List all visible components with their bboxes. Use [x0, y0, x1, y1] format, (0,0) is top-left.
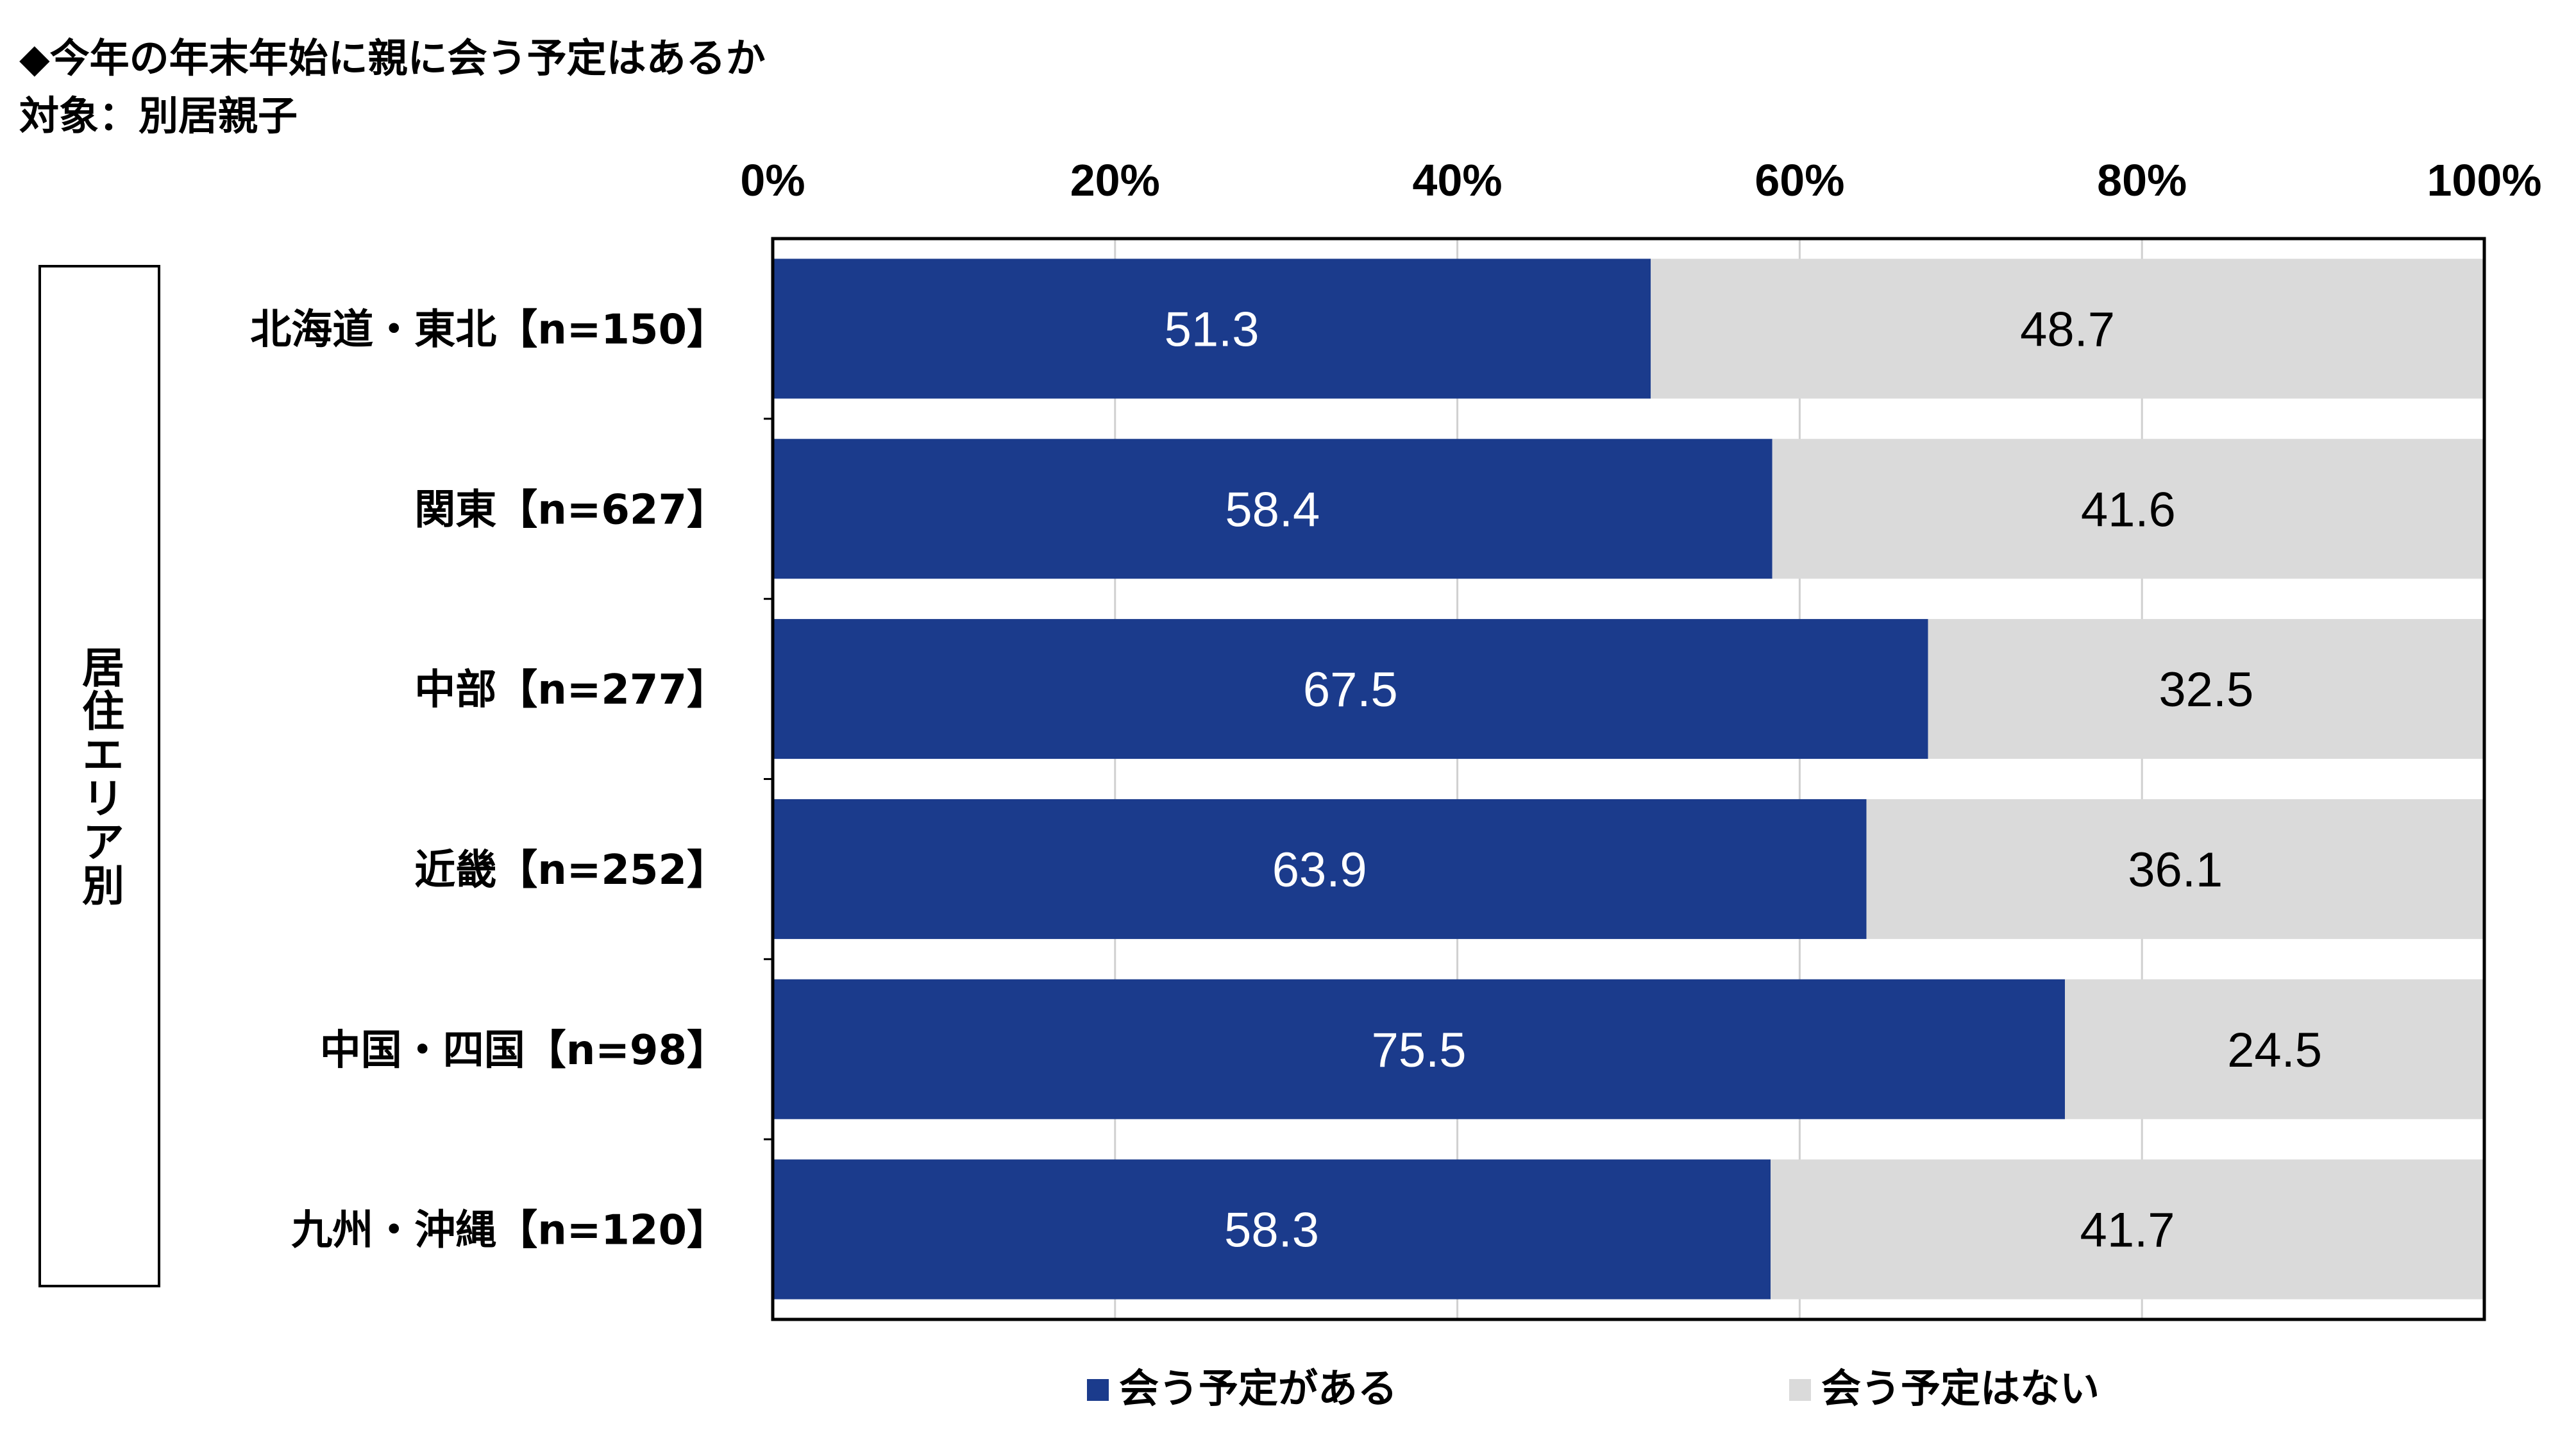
group-label-box: 居住エリア別 — [38, 265, 160, 1287]
bar-segment — [773, 1159, 1771, 1300]
data-label: 75.5 — [1372, 1023, 1467, 1078]
bar-segment — [1866, 799, 2484, 939]
legend-label: 会う予定がある — [1119, 1365, 1397, 1412]
data-label: 41.7 — [2080, 1203, 2175, 1258]
bar-segment — [773, 799, 1867, 939]
data-label: 24.5 — [2227, 1023, 2322, 1078]
chart-title: ◆今年の年末年始に親に会う予定はあるか — [19, 35, 766, 81]
category-label: 中国・四国【n=98】 — [320, 1027, 728, 1074]
bar-segment — [1772, 439, 2484, 579]
data-label: 41.6 — [2081, 482, 2176, 537]
data-label: 51.3 — [1165, 302, 1259, 357]
bar-segment — [2065, 979, 2484, 1119]
bar-segment — [773, 439, 1772, 579]
data-label: 32.5 — [2159, 663, 2253, 717]
chart-subtitle: 対象：別居親子 — [19, 92, 298, 139]
data-label: 58.4 — [1225, 482, 1320, 537]
bar-segment — [773, 619, 1928, 759]
x-tick-label: 40% — [1413, 155, 1503, 205]
bar-segment — [1771, 1159, 2484, 1300]
category-label: 北海道・東北【n=150】 — [250, 306, 728, 353]
plot-frame — [771, 237, 2486, 1321]
data-label: 63.9 — [1272, 843, 1367, 897]
data-label: 67.5 — [1303, 663, 1398, 717]
legend-swatch — [1789, 1379, 1811, 1401]
data-label: 58.3 — [1224, 1203, 1319, 1258]
x-tick-label: 80% — [2097, 155, 2187, 205]
x-tick-label: 0% — [740, 155, 805, 205]
bar-segment — [773, 979, 2066, 1119]
x-tick-label: 60% — [1755, 155, 1844, 205]
category-label: 関東【n=627】 — [414, 486, 728, 534]
category-label: 九州・沖縄【n=120】 — [291, 1207, 728, 1255]
legend-swatch — [1087, 1379, 1109, 1401]
data-label: 36.1 — [2128, 843, 2223, 897]
x-tick-label: 20% — [1070, 155, 1160, 205]
x-tick-label: 100% — [2427, 155, 2541, 205]
bar-segment — [1651, 258, 2484, 399]
bar-segment — [1928, 619, 2484, 759]
bar-segment — [773, 258, 1651, 399]
category-label: 近畿【n=252】 — [414, 847, 728, 894]
data-label: 48.7 — [2020, 302, 2115, 357]
legend-label: 会う予定はない — [1821, 1365, 2100, 1412]
group-label: 居住エリア別 — [75, 645, 124, 907]
category-label: 中部【n=277】 — [414, 666, 728, 714]
